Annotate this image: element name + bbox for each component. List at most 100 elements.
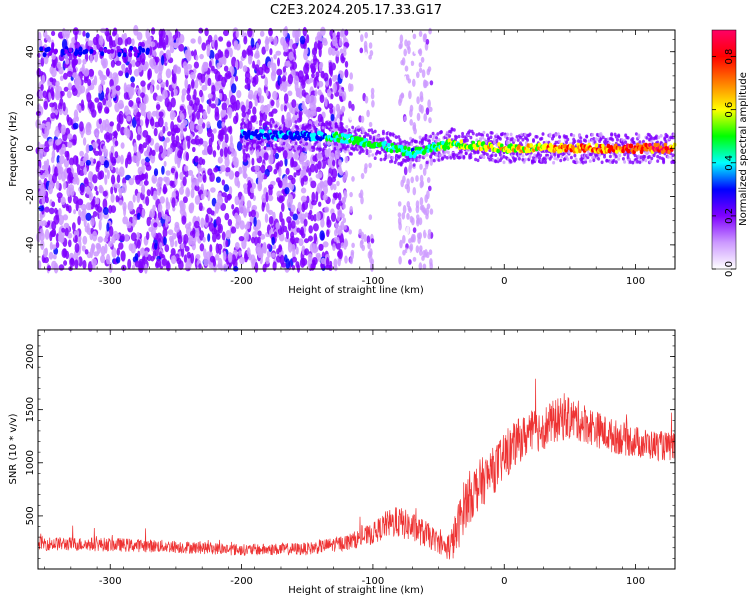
- spectrogram-cell: [146, 231, 150, 240]
- spectrogram-cell: [94, 97, 100, 103]
- spectrogram-cell: [85, 144, 90, 154]
- spectrogram-cell: [200, 217, 205, 229]
- spectrogram-cell: [120, 142, 125, 149]
- spectrogram-cell: [252, 76, 257, 87]
- spectrogram-cell: [224, 195, 229, 204]
- spectrogram-cell: [191, 111, 196, 122]
- spectrogram-cell: [349, 205, 354, 214]
- spectrogram-cell: [311, 191, 316, 203]
- spectrogram-cell: [153, 194, 158, 201]
- spectrogram-cell: [294, 120, 298, 124]
- spectrogram-cell: [618, 153, 622, 158]
- spectrogram-cell: [132, 215, 137, 226]
- spectrogram-cell: [338, 37, 343, 47]
- spectrogram-cell: [254, 129, 259, 134]
- spectrogram-cell: [278, 166, 282, 177]
- spectrogram-cell: [261, 202, 265, 212]
- spectrogram-cell: [229, 47, 233, 58]
- spectrogram-cell: [214, 111, 220, 121]
- spectrogram-cell: [326, 229, 330, 238]
- spectrogram-cell: [158, 66, 163, 76]
- spectrogram-cell: [287, 174, 294, 181]
- spectrogram-cell: [471, 131, 475, 136]
- spectrogram-cell: [151, 27, 156, 35]
- spectrogram-cell: [71, 139, 77, 146]
- spectrogram-cell: [175, 141, 181, 148]
- spectrogram-cell: [419, 163, 423, 170]
- spectrogram-cell: [337, 192, 342, 201]
- spectrogram-cell: [74, 31, 78, 41]
- spectrogram-cell: [342, 143, 346, 147]
- spectrogram-cell: [203, 256, 209, 267]
- spectrogram-cell: [193, 102, 198, 113]
- spectrogram-cell: [412, 227, 417, 234]
- spectrogram-cell: [62, 27, 66, 38]
- spectrogram-cell: [308, 225, 314, 234]
- spectrogram-cell: [98, 36, 104, 46]
- spectrogram-cell: [62, 214, 69, 221]
- spectrogram-cell: [126, 221, 132, 229]
- spectrogram-cell: [207, 168, 213, 176]
- spectrogram-cell: [50, 47, 55, 53]
- spectrogram-cell: [210, 65, 215, 72]
- spectrogram-cell: [79, 121, 84, 132]
- spectrogram-cell: [343, 225, 347, 230]
- spectrogram-cell: [250, 236, 256, 244]
- spectrogram-cell: [105, 253, 111, 265]
- spectrogram-cell: [312, 223, 319, 232]
- spectrogram-cell: [223, 146, 228, 158]
- spectrogram-cell: [324, 144, 327, 149]
- spectrogram-cell: [631, 137, 635, 141]
- spectrogram-cell: [423, 33, 428, 41]
- spectrogram-cell: [403, 48, 408, 57]
- spectrogram-cell: [290, 106, 296, 115]
- spectrogram-cell: [95, 197, 100, 205]
- spectrogram-cell: [360, 231, 365, 240]
- spectrogram-cell: [75, 49, 80, 55]
- spectrogram-cell: [265, 202, 270, 213]
- spectrogram-cell: [330, 113, 335, 122]
- spectrogram-cell: [350, 83, 354, 92]
- spectrogram-cell: [38, 89, 45, 99]
- spectrogram-cell: [55, 241, 60, 249]
- spectrogram-cell: [415, 245, 420, 254]
- spectrogram-cell: [573, 139, 577, 144]
- spectrogram-cell: [102, 75, 107, 81]
- spectrogram-cell: [409, 215, 414, 223]
- spectrogram-cell: [243, 171, 247, 180]
- spectrogram-cell: [221, 231, 226, 241]
- spectrogram-cell: [302, 26, 307, 37]
- spectrogram-ytick-label: -40: [25, 237, 36, 253]
- spectrogram-cell: [614, 154, 618, 159]
- spectrogram-cell: [482, 130, 486, 135]
- spectrogram-cell: [409, 243, 414, 252]
- spectrogram-cell: [419, 181, 424, 189]
- spectrogram-cell: [214, 53, 220, 61]
- spectrogram-cell: [608, 154, 612, 159]
- spectrogram-cell: [276, 122, 280, 126]
- spectrogram-cell: [52, 173, 57, 184]
- spectrogram-cell: [194, 155, 199, 163]
- spectrogram-cell: [348, 100, 352, 109]
- spectrogram-cell: [81, 245, 86, 252]
- spectrogram-cell: [260, 164, 266, 174]
- spectrogram-cell: [79, 85, 86, 94]
- spectrogram-cell: [92, 141, 98, 149]
- spectrogram-cell: [82, 235, 88, 245]
- spectrogram-cell: [49, 66, 54, 75]
- spectrogram-cell: [281, 146, 285, 151]
- spectrogram-cell: [126, 84, 132, 92]
- spectrogram-cell: [626, 136, 630, 140]
- spectrogram-cell: [252, 60, 256, 69]
- spectrogram-cell: [261, 46, 267, 55]
- spectrogram-cell: [234, 171, 240, 178]
- spectrogram-cell: [66, 70, 73, 78]
- spectrogram-cell: [566, 157, 570, 161]
- spectrogram-cell: [74, 234, 78, 242]
- spectrogram-cell: [264, 66, 270, 74]
- spectrogram-cell: [195, 124, 202, 130]
- spectrogram-cell: [324, 206, 330, 213]
- spectrogram-cell: [51, 30, 56, 36]
- spectrogram-cell: [136, 239, 141, 249]
- spectrogram-cell: [147, 135, 152, 144]
